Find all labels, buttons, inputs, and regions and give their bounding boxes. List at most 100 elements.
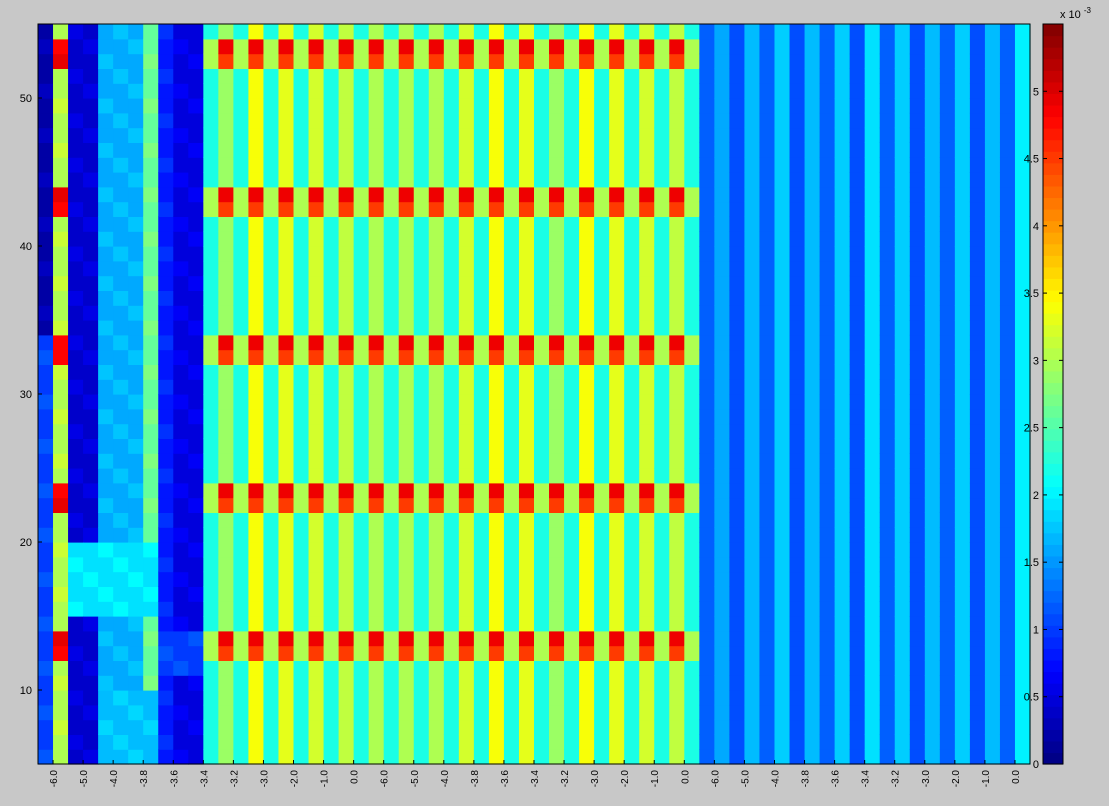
heatmap-cell (413, 749, 430, 765)
heatmap-cell (263, 275, 280, 291)
heatmap-cell (549, 630, 565, 647)
heatmap-cell (293, 127, 310, 143)
heatmap-cell (128, 127, 144, 143)
heatmap-cell (248, 408, 265, 425)
heatmap-cell (909, 660, 926, 676)
heatmap-cell (383, 438, 400, 454)
heatmap-cell (413, 630, 430, 647)
heatmap-cell (338, 260, 355, 277)
heatmap-cell (518, 675, 535, 691)
heatmap-cell (564, 305, 580, 321)
heatmap-cell (518, 497, 535, 513)
heatmap-cell (383, 231, 400, 247)
heatmap-cell (864, 231, 881, 247)
heatmap-cell (909, 53, 926, 69)
heatmap-cell (158, 98, 174, 114)
heatmap-cell (383, 68, 400, 84)
heatmap-cell (338, 320, 355, 336)
heatmap-cell (984, 231, 1001, 247)
heatmap-cell (293, 186, 310, 203)
heatmap-cell (939, 334, 956, 351)
heatmap-cell (534, 542, 550, 558)
heatmap-cell (924, 379, 941, 395)
heatmap-cell (954, 334, 971, 351)
heatmap-cell (714, 601, 730, 617)
heatmap-cell (458, 260, 475, 277)
heatmap-cell (398, 690, 415, 706)
heatmap-cell (488, 305, 505, 321)
heatmap-cell (68, 394, 84, 410)
heatmap-cell (113, 675, 129, 691)
heatmap-cell (368, 453, 385, 469)
heatmap-cell (684, 527, 700, 543)
heatmap-cell (383, 586, 400, 602)
heatmap-cell (218, 571, 234, 587)
heatmap-cell (669, 38, 685, 55)
heatmap-cell (413, 127, 430, 143)
heatmap-cell (458, 556, 475, 573)
heatmap-cell (789, 556, 806, 573)
heatmap-cell (654, 305, 670, 321)
heatmap-cell (894, 216, 911, 232)
heatmap-cell (428, 275, 445, 291)
heatmap-cell (639, 408, 655, 425)
heatmap-cell (458, 142, 475, 158)
heatmap-cell (353, 527, 370, 543)
heatmap-cell (909, 749, 926, 765)
heatmap-cell (83, 453, 99, 469)
heatmap-cell (909, 438, 926, 454)
heatmap-cell (428, 438, 445, 454)
heatmap-cell (594, 630, 610, 647)
heatmap-cell (248, 556, 265, 573)
heatmap-cell (428, 157, 445, 173)
heatmap-cell (534, 98, 550, 114)
heatmap-cell (819, 645, 836, 661)
heatmap-cell (488, 556, 505, 573)
heatmap-cell (128, 349, 144, 365)
heatmap-cell (428, 734, 445, 750)
heatmap-cell (323, 216, 340, 232)
heatmap-cell (218, 512, 234, 528)
heatmap-cell (38, 275, 54, 291)
heatmap-cell (654, 630, 670, 647)
heatmap-cell (924, 616, 941, 632)
heatmap-cell (894, 438, 911, 454)
heatmap-cell (549, 201, 565, 217)
heatmap-cell (428, 112, 445, 129)
heatmap-cell (804, 334, 821, 351)
heatmap-cell (413, 53, 430, 69)
heatmap-cell (173, 320, 189, 336)
heatmap-cell (789, 690, 806, 706)
heatmap-cell (293, 601, 310, 617)
heatmap-cell (849, 98, 866, 114)
heatmap-cell (218, 586, 234, 602)
heatmap-cell (263, 601, 280, 617)
colorbar-tick-label: 3 (1033, 355, 1039, 367)
heatmap-cell (158, 497, 174, 513)
heatmap-cell (714, 172, 730, 188)
heatmap-cell (338, 38, 355, 55)
heatmap-cell (428, 512, 445, 528)
heatmap-cell (368, 704, 385, 721)
heatmap-cell (308, 349, 325, 365)
heatmap-cell (368, 83, 385, 99)
heatmap-cell (53, 482, 69, 499)
heatmap-cell (804, 660, 821, 676)
heatmap-cell (113, 201, 129, 217)
heatmap-cell (789, 172, 806, 188)
heatmap-cell (864, 349, 881, 365)
heatmap-cell (473, 260, 490, 277)
heatmap-cell (518, 556, 535, 573)
heatmap-cell (534, 527, 550, 543)
heatmap-cell (233, 512, 250, 528)
heatmap-cell (398, 453, 415, 469)
heatmap-cell (1014, 38, 1031, 55)
heatmap-cell (594, 394, 610, 410)
heatmap-cell (98, 201, 114, 217)
heatmap-cell (684, 275, 700, 291)
heatmap-cell (954, 542, 971, 558)
heatmap-cell (549, 68, 565, 84)
heatmap-cell (473, 157, 490, 173)
heatmap-cell (278, 408, 295, 425)
heatmap-cell (669, 98, 685, 114)
